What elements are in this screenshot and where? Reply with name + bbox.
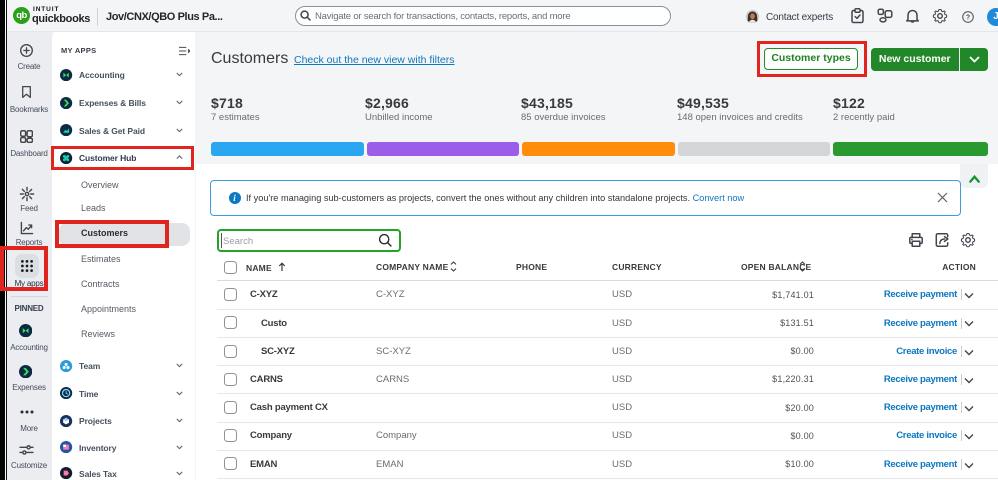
svg-text:?: ?	[966, 14, 970, 21]
